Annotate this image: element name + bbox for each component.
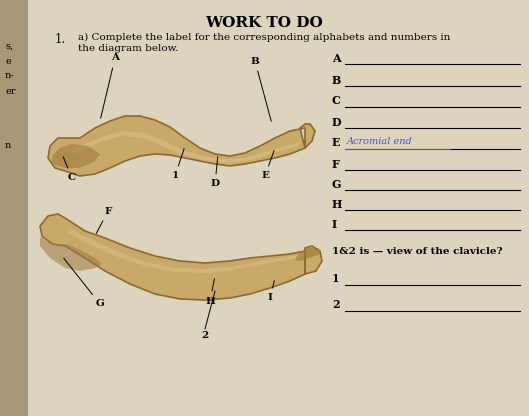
Polygon shape	[0, 0, 28, 416]
Text: H: H	[205, 279, 215, 305]
Text: E: E	[261, 151, 274, 181]
Polygon shape	[52, 144, 100, 168]
Text: E: E	[332, 138, 341, 149]
Polygon shape	[70, 131, 300, 163]
Text: Acromial end: Acromial end	[347, 136, 413, 146]
Text: e: e	[5, 57, 11, 65]
Text: D: D	[211, 157, 220, 188]
Text: er: er	[5, 87, 15, 96]
Text: D: D	[332, 116, 342, 127]
Text: G: G	[332, 178, 342, 190]
Polygon shape	[295, 248, 320, 261]
Text: A: A	[101, 54, 119, 118]
Text: 1: 1	[332, 273, 340, 285]
Text: F: F	[332, 158, 340, 169]
Polygon shape	[68, 228, 305, 273]
Text: WORK TO DO: WORK TO DO	[205, 16, 323, 30]
Polygon shape	[48, 116, 315, 176]
Text: 1.: 1.	[55, 33, 66, 46]
Text: A: A	[332, 52, 341, 64]
Text: the diagram below.: the diagram below.	[78, 44, 178, 53]
Text: 2: 2	[202, 332, 208, 341]
Text: B: B	[251, 57, 271, 121]
Polygon shape	[40, 214, 322, 300]
Text: F: F	[96, 206, 112, 233]
Text: I: I	[332, 218, 338, 230]
Text: H: H	[332, 198, 342, 210]
Text: 1&2 is — view of the clavicle?: 1&2 is — view of the clavicle?	[332, 247, 503, 255]
Text: a) Complete the label for the corresponding alphabets and numbers in: a) Complete the label for the correspond…	[78, 33, 450, 42]
Text: n-: n-	[5, 72, 14, 81]
Text: I: I	[268, 281, 275, 302]
Text: G: G	[63, 258, 104, 309]
Polygon shape	[28, 0, 529, 416]
Text: C: C	[332, 96, 341, 106]
Text: n: n	[5, 141, 11, 151]
Text: C: C	[63, 156, 76, 183]
Polygon shape	[40, 236, 102, 271]
Text: 2: 2	[332, 300, 340, 310]
Text: 1: 1	[171, 149, 184, 181]
Text: B: B	[332, 74, 341, 86]
Text: s,: s,	[5, 42, 13, 50]
